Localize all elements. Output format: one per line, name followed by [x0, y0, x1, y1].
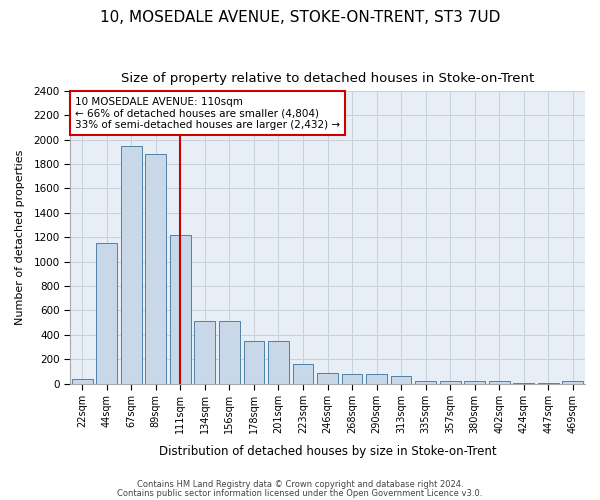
Bar [562, 381, 583, 384]
Bar [440, 381, 461, 384]
Bar [415, 381, 436, 384]
Bar [219, 322, 240, 384]
Bar [244, 341, 265, 384]
Bar [121, 146, 142, 384]
Bar [366, 374, 387, 384]
Text: 10 MOSEDALE AVENUE: 110sqm
← 66% of detached houses are smaller (4,804)
33% of s: 10 MOSEDALE AVENUE: 110sqm ← 66% of deta… [75, 96, 340, 130]
Bar [194, 322, 215, 384]
X-axis label: Distribution of detached houses by size in Stoke-on-Trent: Distribution of detached houses by size … [158, 444, 496, 458]
Title: Size of property relative to detached houses in Stoke-on-Trent: Size of property relative to detached ho… [121, 72, 534, 86]
Bar [72, 378, 92, 384]
Bar [268, 341, 289, 384]
Bar [464, 381, 485, 384]
Bar [513, 383, 534, 384]
Y-axis label: Number of detached properties: Number of detached properties [15, 150, 25, 325]
Text: Contains HM Land Registry data © Crown copyright and database right 2024.: Contains HM Land Registry data © Crown c… [137, 480, 463, 489]
Bar [293, 364, 313, 384]
Bar [317, 372, 338, 384]
Bar [97, 244, 117, 384]
Bar [341, 374, 362, 384]
Bar [489, 381, 509, 384]
Text: 10, MOSEDALE AVENUE, STOKE-ON-TRENT, ST3 7UD: 10, MOSEDALE AVENUE, STOKE-ON-TRENT, ST3… [100, 10, 500, 25]
Text: Contains public sector information licensed under the Open Government Licence v3: Contains public sector information licen… [118, 488, 482, 498]
Bar [145, 154, 166, 384]
Bar [391, 376, 412, 384]
Bar [538, 383, 559, 384]
Bar [170, 235, 191, 384]
